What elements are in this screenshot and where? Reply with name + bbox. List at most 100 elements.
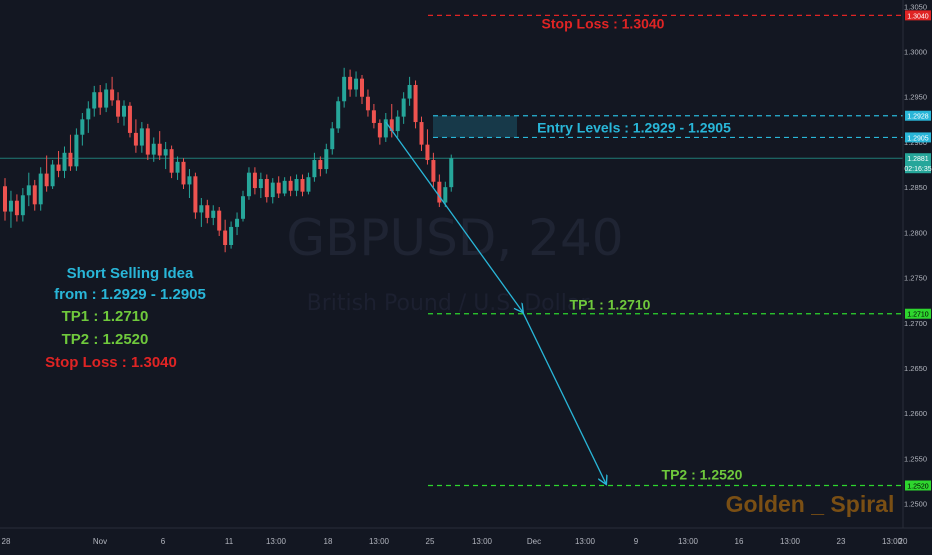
time-tick-label: 13:00 <box>678 537 699 546</box>
candle-body <box>92 92 97 109</box>
entry_high-axis-tag <box>905 110 931 121</box>
candle-body <box>38 173 43 205</box>
time-tick-label: 25 <box>426 537 435 546</box>
price-axis-background <box>903 0 932 528</box>
time-axis[interactable]: 28 Nov 6 11 13:00 18 13:00 25 13:00 Dec 13:00 9 13:0… <box>0 527 932 550</box>
watermark-description: British Pound / U.S. Dollar <box>307 291 591 316</box>
candle-body <box>294 179 299 191</box>
price-tick-label: 1.2700 <box>904 319 927 328</box>
notes-tp2: TP2 : 1.2520 <box>62 331 149 348</box>
price-axis[interactable]: 1.3050 1.3000 1.2950 1.2900 1.2850 1.2800 1.27… <box>902 0 932 528</box>
time-tick-label: 13:00 <box>266 537 287 546</box>
candle-body <box>122 105 126 117</box>
entry-zone <box>433 115 517 138</box>
candle-body <box>241 196 245 219</box>
candle-body <box>50 164 55 187</box>
candle-body <box>145 128 150 155</box>
stop_loss-label: Stop Loss : 1.3040 <box>542 15 665 31</box>
entry_high-label: Entry Levels : 1.2929 - 1.2905 <box>537 120 731 136</box>
candle-body <box>318 160 323 170</box>
tp2-axis-label: 1.2520 <box>907 484 929 491</box>
notes-entry-range: from : 1.2929 - 1.2905 <box>54 286 206 303</box>
candle-body <box>371 110 376 123</box>
price-tick-label: 1.3000 <box>904 48 927 57</box>
candle-body <box>68 152 73 167</box>
candle-body <box>324 149 329 170</box>
time-tick-label: 13:00 <box>472 537 493 546</box>
candle-body <box>223 230 228 246</box>
candle-body <box>282 180 287 194</box>
candle-body <box>312 160 317 178</box>
entry_low-axis-label: 1.2905 <box>907 135 929 142</box>
candle-body <box>235 218 240 227</box>
tp2-axis-tag <box>905 480 931 491</box>
price-tick-label: 1.2950 <box>904 93 927 102</box>
time-tick-label: Nov <box>93 537 107 546</box>
notes-tp1: TP1 : 1.2710 <box>62 308 149 325</box>
candle-body <box>413 84 418 123</box>
candle-body <box>104 89 109 108</box>
notes-title: Short Selling Idea <box>67 265 194 282</box>
candle-body <box>383 119 388 138</box>
candle-body <box>181 161 186 185</box>
candle-body <box>86 108 91 120</box>
price-tick-label: 1.2500 <box>904 500 927 509</box>
candle-body <box>139 128 144 146</box>
time-tick-label: 20 <box>899 537 908 546</box>
tp2-label: TP2 : 1.2520 <box>662 467 743 483</box>
path-segment-to-tp2 <box>522 311 606 484</box>
time-tick-label: Dec <box>527 537 541 546</box>
time-tick-label: 11 <box>225 537 234 546</box>
time-tick-label: 6 <box>161 537 166 546</box>
time-tick-label: 28 <box>2 537 11 546</box>
time-tick-label: 13:00 <box>882 537 903 546</box>
candle-body <box>80 119 85 135</box>
stop_loss-axis-tag <box>905 10 931 21</box>
time-tick-label: 16 <box>735 537 744 546</box>
candle-body <box>169 149 174 173</box>
candle-body <box>211 210 216 218</box>
candle-body <box>354 78 359 90</box>
candle-body <box>217 210 222 231</box>
price-tick-label: 1.2900 <box>904 138 927 147</box>
trade-notes: Short Selling Idea from : 1.2929 - 1.290… <box>45 265 206 371</box>
candle-body <box>443 187 448 203</box>
candle-body <box>330 128 335 150</box>
tp1-axis-tag <box>905 308 931 319</box>
price-tick-label: 1.2650 <box>904 364 927 373</box>
candle-body <box>401 98 406 117</box>
candle-body <box>127 105 132 133</box>
candle-body <box>264 179 269 198</box>
candle-body <box>276 182 281 194</box>
candle-body <box>151 143 156 155</box>
candle-body <box>74 134 79 167</box>
candle-body <box>26 185 31 196</box>
candle-body <box>3 186 7 212</box>
candle-body <box>205 205 210 218</box>
price-tick-label: 1.2800 <box>904 228 927 237</box>
tp1-axis-label: 1.2710 <box>907 312 929 319</box>
last-price-tag <box>905 153 931 174</box>
candle-body <box>395 116 400 132</box>
brand-signature: Golden _ Spiral <box>726 491 895 517</box>
candle-body <box>437 181 442 203</box>
candle-body <box>133 132 138 146</box>
candle-body <box>360 78 364 97</box>
last-price-value: 1.2881 <box>907 156 929 163</box>
countdown-value: 02:16:35 <box>904 166 931 173</box>
price-tick-label: 1.2600 <box>904 409 927 418</box>
candle-body <box>62 152 67 171</box>
candle-body <box>252 172 257 189</box>
time-tick-label: 13:00 <box>575 537 596 546</box>
time-tick-label: 9 <box>634 537 639 546</box>
candle-body <box>449 158 454 188</box>
candles <box>3 67 454 253</box>
candle-body <box>288 180 293 191</box>
candle-body <box>14 200 19 216</box>
candle-body <box>187 176 192 185</box>
candle-body <box>116 100 121 117</box>
candle-body <box>246 172 251 197</box>
time-tick-label: 13:00 <box>369 537 390 546</box>
